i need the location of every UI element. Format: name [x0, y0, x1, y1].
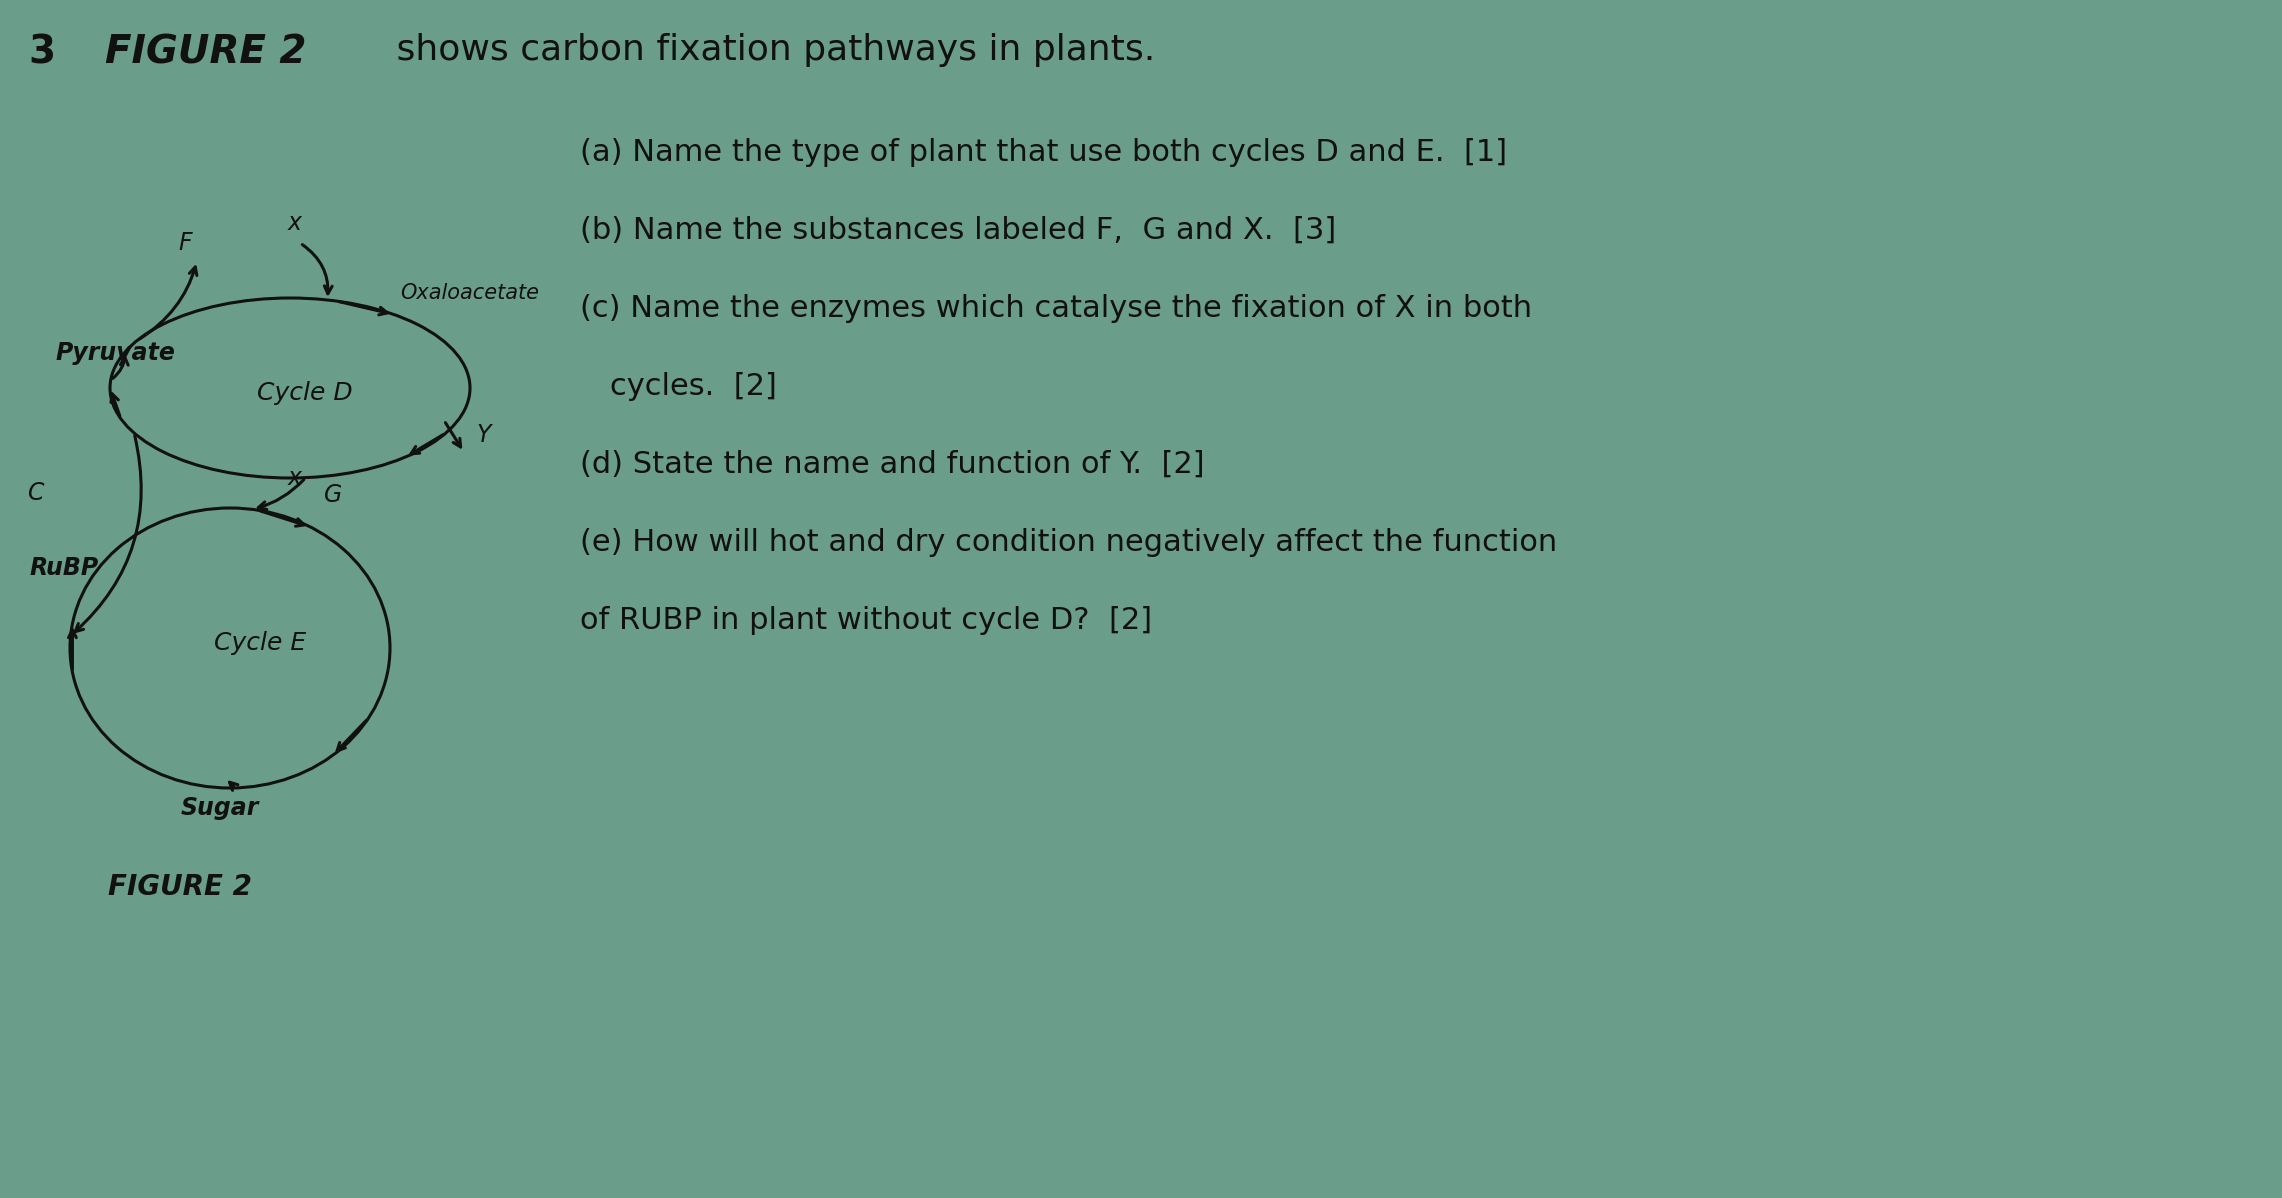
Text: C: C: [27, 482, 46, 506]
Text: G: G: [324, 483, 342, 507]
Text: (b) Name the substances labeled F,  G and X.  [3]: (b) Name the substances labeled F, G and…: [580, 216, 1337, 246]
Text: 3: 3: [27, 34, 55, 71]
Text: of RUBP in plant without cycle D?  [2]: of RUBP in plant without cycle D? [2]: [580, 606, 1152, 635]
Text: FIGURE 2: FIGURE 2: [105, 34, 306, 71]
Text: (d) State the name and function of Y.  [2]: (d) State the name and function of Y. [2…: [580, 450, 1205, 479]
Text: Y: Y: [477, 423, 491, 447]
Text: RuBP: RuBP: [30, 556, 98, 580]
Text: (a) Name the type of plant that use both cycles D and E.  [1]: (a) Name the type of plant that use both…: [580, 138, 1506, 167]
Text: x: x: [288, 211, 301, 235]
Text: Cycle E: Cycle E: [215, 631, 306, 655]
Text: Pyruvate: Pyruvate: [55, 341, 176, 365]
Text: cycles.  [2]: cycles. [2]: [609, 373, 776, 401]
Text: Sugar: Sugar: [180, 795, 260, 819]
Text: Cycle D: Cycle D: [258, 381, 354, 405]
Text: (e) How will hot and dry condition negatively affect the function: (e) How will hot and dry condition negat…: [580, 528, 1556, 557]
Text: x: x: [288, 466, 301, 490]
Text: shows carbon fixation pathways in plants.: shows carbon fixation pathways in plants…: [386, 34, 1155, 67]
Text: (c) Name the enzymes which catalyse the fixation of X in both: (c) Name the enzymes which catalyse the …: [580, 294, 1531, 323]
Text: FIGURE 2: FIGURE 2: [107, 873, 251, 901]
Text: F: F: [178, 231, 192, 255]
Text: Oxaloacetate: Oxaloacetate: [399, 283, 539, 303]
